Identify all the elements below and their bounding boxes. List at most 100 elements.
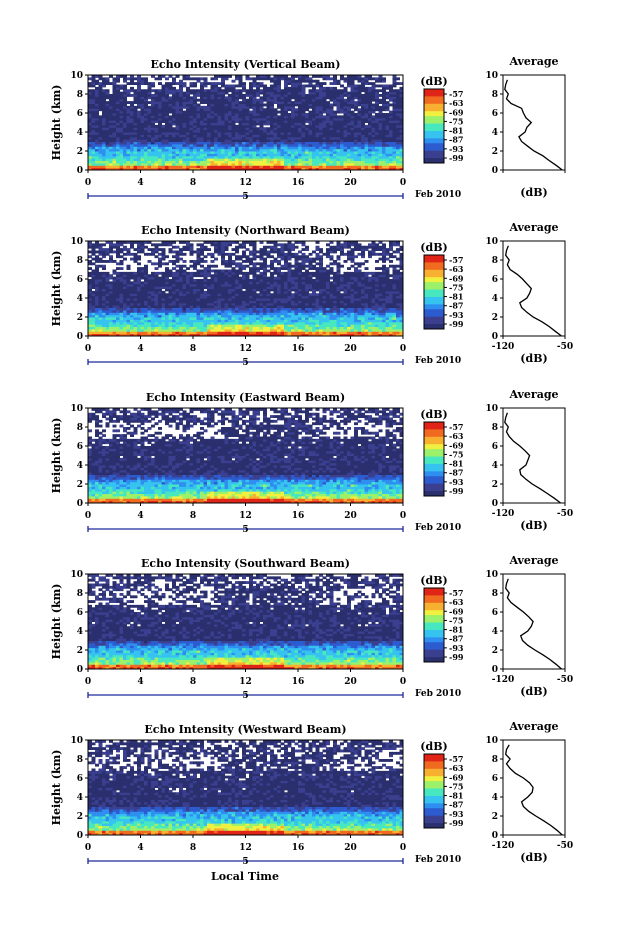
heatmap-cell xyxy=(280,134,285,138)
heatmap-cell xyxy=(210,108,215,112)
heatmap-cell xyxy=(378,155,383,159)
heatmap-cell xyxy=(312,155,316,159)
heatmap-cell xyxy=(245,129,250,133)
heatmap-cell xyxy=(322,167,327,171)
heatmap-cell xyxy=(116,331,120,335)
heatmap-cell xyxy=(312,143,316,147)
heatmap-cell xyxy=(140,127,145,131)
heatmap-cell xyxy=(287,132,292,135)
heatmap-cell xyxy=(347,120,351,123)
heatmap-cell xyxy=(228,162,232,166)
heatmap-cell xyxy=(336,124,341,128)
heatmap-cell xyxy=(354,108,358,112)
heatmap-cell xyxy=(399,162,404,166)
heatmap-cell xyxy=(98,120,103,123)
heatmap-cell xyxy=(347,77,351,81)
heatmap-cell xyxy=(91,120,96,123)
heatmap-cell xyxy=(158,148,162,152)
heatmap-cell xyxy=(340,91,344,95)
heatmap-cell xyxy=(123,113,127,116)
heatmap-cell xyxy=(109,148,113,152)
heatmap-cell xyxy=(385,120,390,123)
heatmap-cell xyxy=(179,153,183,157)
heatmap-cell xyxy=(238,96,243,100)
heatmap-cell xyxy=(221,94,225,97)
heatmap-cell xyxy=(396,146,400,150)
heatmap-cell xyxy=(172,108,176,112)
colorbar-segment xyxy=(424,128,444,132)
heatmap-cell xyxy=(305,129,309,133)
heatmap-cell xyxy=(319,127,323,131)
heatmap-cell xyxy=(203,141,208,145)
heatmap-cell xyxy=(392,328,397,332)
heatmap-cell xyxy=(140,155,145,159)
heatmap-cell xyxy=(147,82,152,85)
heatmap-cell xyxy=(371,139,376,142)
heatmap-cell xyxy=(137,124,141,128)
heatmap-cell xyxy=(389,167,393,171)
heatmap-cell xyxy=(109,331,113,335)
heatmap-cell xyxy=(298,148,302,152)
heatmap-cell xyxy=(217,89,222,93)
heatmap-cell xyxy=(231,141,236,145)
heatmap-cell xyxy=(165,328,169,332)
heatmap-cell xyxy=(308,148,313,152)
heatmap-cell xyxy=(270,103,274,107)
heatmap-cell xyxy=(333,132,337,135)
heatmap-cell xyxy=(329,120,334,123)
heatmap-cell xyxy=(228,110,232,114)
heatmap-cell xyxy=(399,148,404,152)
heatmap-cell xyxy=(263,129,267,133)
heatmap-cell xyxy=(147,136,152,140)
heatmap-cell xyxy=(350,129,355,133)
heatmap-cell xyxy=(329,167,334,171)
heatmap-cell xyxy=(161,167,166,171)
heatmap-cell xyxy=(172,77,176,81)
heatmap-cell xyxy=(112,79,117,83)
heatmap-cell xyxy=(235,155,239,159)
heatmap-cell xyxy=(102,134,106,138)
heatmap-cell xyxy=(368,82,372,85)
heatmap-cell xyxy=(147,108,152,112)
heatmap-cell xyxy=(329,331,334,335)
heatmap-cell xyxy=(343,155,348,159)
heatmap-cell xyxy=(301,101,306,104)
heatmap-cell xyxy=(399,115,404,119)
heatmap-cell xyxy=(245,75,250,78)
heatmap-cell xyxy=(147,151,152,154)
heatmap-cell xyxy=(224,328,229,332)
heatmap-cell xyxy=(168,165,173,169)
heatmap-cell xyxy=(284,139,288,142)
heatmap-cell xyxy=(280,113,285,116)
heatmap-cell xyxy=(392,98,397,102)
heatmap-cell xyxy=(133,108,138,112)
heatmap-cell xyxy=(301,77,306,81)
heatmap-cell xyxy=(161,96,166,100)
heatmap-cell xyxy=(147,120,152,123)
heatmap-cell xyxy=(266,77,271,81)
heatmap-cell xyxy=(126,139,131,142)
heatmap-cell xyxy=(368,110,372,114)
heatmap-cell xyxy=(221,103,225,107)
heatmap-cell xyxy=(224,162,229,166)
heatmap-cell xyxy=(399,132,404,135)
heatmap-cell xyxy=(378,139,383,142)
heatmap-cell xyxy=(256,141,260,145)
heatmap-cell xyxy=(105,117,110,121)
heatmap-cell xyxy=(200,139,204,142)
heatmap-cell xyxy=(270,122,274,126)
heatmap-cell xyxy=(231,139,236,142)
heatmap-cell xyxy=(123,75,127,78)
heatmap-cell xyxy=(102,117,106,121)
heatmap-cell xyxy=(368,146,372,150)
heatmap-cell xyxy=(95,108,99,112)
heatmap-cell xyxy=(137,120,141,123)
heatmap-cell xyxy=(347,165,351,169)
heatmap-cell xyxy=(336,79,341,83)
heatmap-cell xyxy=(368,101,372,104)
heatmap-cell xyxy=(385,101,390,104)
heatmap-cell xyxy=(368,129,372,133)
heatmap-cell xyxy=(319,120,323,123)
heatmap-cell xyxy=(259,129,264,133)
heatmap-cell xyxy=(214,167,218,171)
